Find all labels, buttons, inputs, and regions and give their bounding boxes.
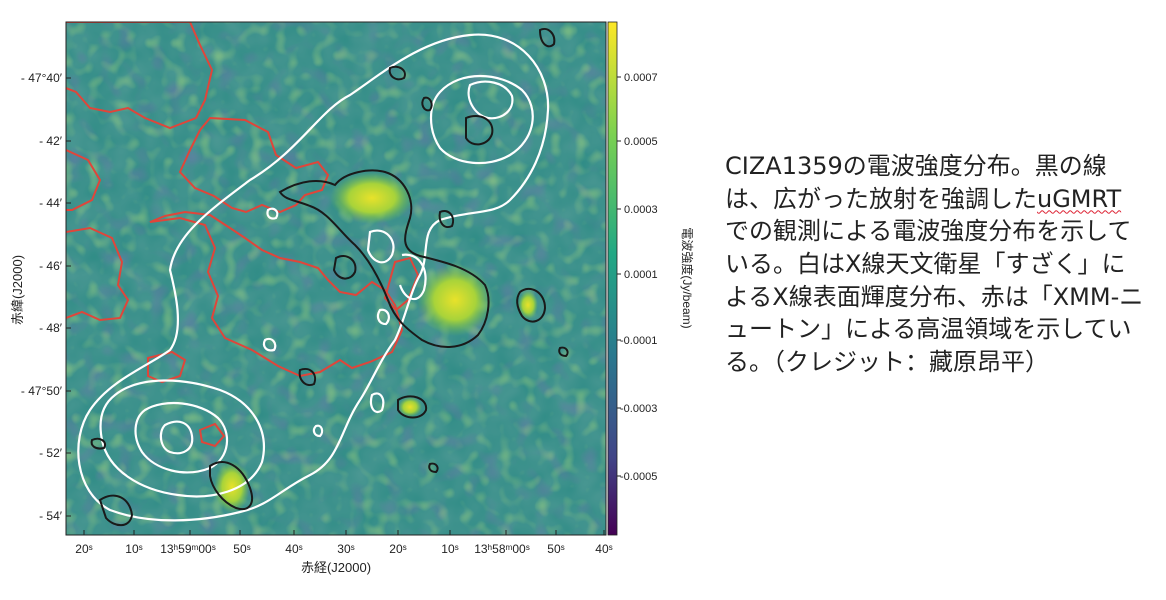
x-tick-label: 13ʰ58ᵐ00ˢ bbox=[474, 542, 530, 556]
x-tick-label: 20ˢ bbox=[389, 542, 406, 556]
x-tick-label: 10ˢ bbox=[441, 542, 458, 556]
colorbar bbox=[607, 21, 618, 536]
x-tick-label: 10ˢ bbox=[125, 542, 142, 556]
colorbar-tick-label: -0.0005 bbox=[620, 471, 657, 483]
y-tick-label: - 54′ bbox=[39, 509, 63, 523]
colorbar-tick-label: 0.0007 bbox=[624, 72, 658, 84]
radio-map-svg: - 47°40′ - 42′ - 44′ - 46′ - 48′ - 47°50… bbox=[10, 21, 695, 575]
radio-map-figure: - 47°40′ - 42′ - 44′ - 46′ - 48′ - 47°50… bbox=[10, 21, 695, 575]
colorbar-label: 電波強度(Jy/beam) bbox=[680, 227, 695, 328]
y-tick-label: - 46′ bbox=[39, 259, 63, 273]
plot-frame bbox=[65, 21, 607, 536]
x-tick-label: 30ˢ bbox=[337, 542, 354, 556]
y-tick-label: - 52′ bbox=[39, 446, 63, 460]
colorbar-tick-label: 0.0001 bbox=[624, 269, 658, 281]
caption-ugmrt: uGMRT bbox=[1037, 184, 1122, 213]
y-axis-label: 赤緯(J2000) bbox=[10, 255, 25, 325]
caption-text-part2: での観測による電波強度分布を示している。白はX線天文衛星「すざく」によるX線表面… bbox=[725, 217, 1144, 376]
colorbar-tick-label: -0.0003 bbox=[620, 403, 657, 415]
radio-contours bbox=[90, 28, 569, 527]
colorbar-tick-label: -0.0001 bbox=[620, 335, 657, 347]
y-tick-label: - 47°40′ bbox=[21, 71, 63, 85]
xray-contours bbox=[77, 33, 550, 522]
y-tick-label: - 48′ bbox=[39, 321, 63, 335]
map-image bbox=[66, 22, 606, 535]
x-axis-label: 赤経(J2000) bbox=[301, 560, 371, 575]
hot-region-contours bbox=[66, 22, 420, 448]
x-tick-label: 50ˢ bbox=[233, 542, 250, 556]
colorbar-tick-label: 0.0003 bbox=[624, 204, 658, 216]
x-tick-label: 13ʰ59ᵐ00ˢ bbox=[160, 542, 216, 556]
y-tick-label: - 44′ bbox=[39, 196, 63, 210]
caption: CIZA1359の電波強度分布。黒の線は、広がった放射を強調したuGMRT での観… bbox=[725, 150, 1145, 378]
x-tick-label: 20ˢ bbox=[75, 542, 92, 556]
x-axis-ticks bbox=[83, 530, 605, 535]
y-tick-label: - 47°50′ bbox=[21, 384, 63, 398]
y-axis-ticks bbox=[66, 77, 71, 517]
x-tick-label: 50ˢ bbox=[547, 542, 564, 556]
colorbar-ticks bbox=[617, 76, 621, 477]
colorbar-tick-label: 0.0005 bbox=[624, 136, 658, 148]
y-tick-label: - 42′ bbox=[39, 134, 63, 148]
x-tick-label: 40ˢ bbox=[285, 542, 302, 556]
caption-text-part1: CIZA1359の電波強度分布。黒の線は、広がった放射を強調した bbox=[725, 152, 1107, 213]
x-tick-label: 40ˢ bbox=[595, 542, 612, 556]
